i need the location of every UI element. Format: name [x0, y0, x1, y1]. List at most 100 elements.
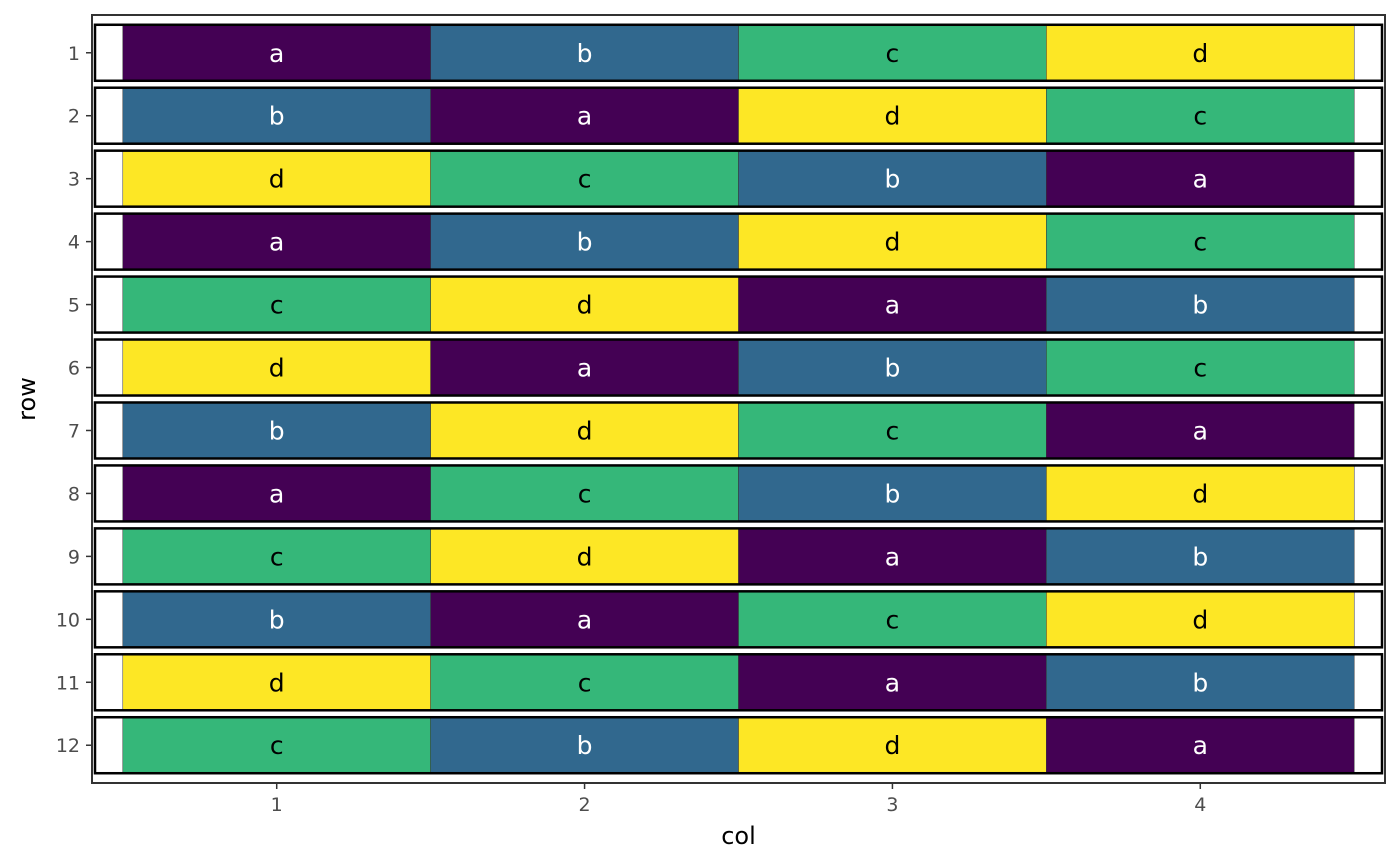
heatmap-cell-r6-c3: [738, 339, 1047, 396]
heatmap-cell-r5-c3: [738, 276, 1047, 333]
heatmap-cell-r4-c3: [738, 213, 1047, 270]
y-tick-label-6: 6: [68, 358, 80, 380]
y-axis-title: row: [13, 377, 41, 421]
cell-label-r7-c3: c: [886, 416, 900, 445]
y-tick-label-8: 8: [68, 483, 80, 505]
cell-label-r1-c1: a: [269, 39, 284, 68]
cell-label-r8-c2: c: [578, 479, 592, 508]
cell-label-r1-c4: d: [1192, 39, 1208, 68]
y-tick-label-4: 4: [68, 232, 80, 254]
row-outline-2: [93, 86, 1384, 145]
cell-label-r5-c4: b: [1192, 291, 1208, 320]
heatmap-cell-r4-c1: [122, 213, 431, 270]
cell-label-r11-c4: b: [1192, 668, 1208, 697]
y-tick-label-3: 3: [68, 169, 80, 191]
heatmap-cell-r1-c4: [1046, 24, 1355, 82]
row-outline-12: [93, 715, 1384, 775]
row-outlines-layer: [93, 23, 1384, 775]
y-tick-label-10: 10: [56, 609, 80, 631]
row-outline-5: [93, 275, 1384, 334]
cell-label-r6-c4: c: [1193, 354, 1207, 383]
cell-label-r9-c2: d: [577, 542, 593, 571]
heatmap-cell-r6-c1: [122, 339, 431, 396]
cells-layer: [122, 24, 1355, 774]
heatmap-cell-r11-c2: [430, 654, 739, 711]
cell-label-r10-c3: c: [886, 605, 900, 634]
cell-label-r6-c1: d: [269, 354, 285, 383]
x-tick-label-1: 1: [271, 794, 283, 816]
heatmap-cell-r3-c1: [122, 150, 431, 207]
cell-label-r6-c3: b: [884, 354, 900, 383]
cell-label-r7-c1: b: [269, 416, 285, 445]
cell-label-r4-c2: b: [577, 228, 593, 257]
y-tick-label-11: 11: [56, 672, 80, 694]
cell-label-r4-c4: c: [1193, 228, 1207, 257]
heatmap-cell-r8-c1: [122, 465, 431, 522]
cell-label-r8-c4: d: [1192, 479, 1208, 508]
cell-label-r7-c2: d: [577, 416, 593, 445]
heatmap-cell-r2-c2: [430, 87, 739, 144]
cell-label-r2-c1: b: [269, 102, 285, 131]
y-tick-label-9: 9: [68, 546, 80, 568]
cell-label-r5-c1: c: [270, 291, 284, 320]
cell-label-r4-c3: d: [884, 228, 900, 257]
cell-label-r1-c3: c: [886, 39, 900, 68]
heatmap-cell-r5-c2: [430, 276, 739, 333]
cell-labels-layer: a b c d b a d c d c b a a b d c c d a b d a b c b d c a a c b d c d a b b a c d…: [269, 39, 1208, 760]
cell-label-r11-c1: d: [269, 668, 285, 697]
panel-border: [91, 14, 1386, 784]
heatmap-cell-r6-c2: [430, 339, 739, 396]
cell-label-r2-c4: c: [1193, 102, 1207, 131]
y-tick-label-12: 12: [56, 735, 80, 757]
x-tick-label-3: 3: [886, 794, 898, 816]
cell-label-r9-c4: b: [1192, 542, 1208, 571]
cell-label-r10-c4: d: [1192, 605, 1208, 634]
cell-label-r8-c3: b: [884, 479, 900, 508]
heatmap-cell-r6-c4: [1046, 339, 1355, 396]
x-tick-label-4: 4: [1194, 794, 1206, 816]
heatmap-cell-r11-c3: [738, 654, 1047, 711]
row-outline-3: [93, 149, 1384, 208]
y-tick-label-5: 5: [68, 295, 80, 317]
heatmap-cell-r10-c1: [122, 591, 431, 648]
heatmap-cell-r10-c2: [430, 591, 739, 648]
cell-label-r3-c1: d: [269, 165, 285, 194]
heatmap-cell-r4-c2: [430, 213, 739, 270]
heatmap-cell-r2-c4: [1046, 87, 1355, 144]
row-outline-1: [93, 23, 1384, 83]
heatmap-cell-r10-c3: [738, 591, 1047, 648]
y-tick-label-1: 1: [68, 43, 80, 65]
row-outline-7: [93, 401, 1384, 460]
heatmap-cell-r9-c3: [738, 528, 1047, 585]
cell-label-r12-c2: b: [577, 731, 593, 760]
heatmap-cell-r11-c4: [1046, 654, 1355, 711]
heatmap-cell-r7-c4: [1046, 402, 1355, 459]
cell-label-r6-c2: a: [577, 354, 592, 383]
heatmap-cell-r5-c1: [122, 276, 431, 333]
row-outline-11: [93, 653, 1384, 712]
cell-label-r1-c2: b: [577, 39, 593, 68]
cell-label-r5-c3: a: [885, 291, 900, 320]
cell-label-r10-c1: b: [269, 605, 285, 634]
row-outline-4: [93, 212, 1384, 271]
cell-label-r11-c3: a: [885, 668, 900, 697]
heatmap-cell-r1-c3: [738, 24, 1047, 82]
y-tick-label-2: 2: [68, 106, 80, 128]
y-tick-label-7: 7: [68, 420, 80, 442]
heatmap-cell-r1-c1: [122, 24, 431, 82]
heatmap-cell-r9-c1: [122, 528, 431, 585]
heatmap-cell-r11-c1: [122, 654, 431, 711]
cell-label-r5-c2: d: [577, 291, 593, 320]
row-outline-9: [93, 527, 1384, 586]
heatmap-cell-r8-c3: [738, 465, 1047, 522]
heatmap-cell-r5-c4: [1046, 276, 1355, 333]
cell-label-r8-c1: a: [269, 479, 284, 508]
row-outline-10: [93, 590, 1384, 649]
cell-label-r12-c3: d: [884, 731, 900, 760]
heatmap-cell-r3-c4: [1046, 150, 1355, 207]
cell-label-r9-c3: a: [885, 542, 900, 571]
heatmap-cell-r4-c4: [1046, 213, 1355, 270]
heatmap-cell-r3-c2: [430, 150, 739, 207]
cell-label-r4-c1: a: [269, 228, 284, 257]
